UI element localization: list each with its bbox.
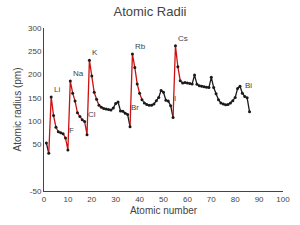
svg-text:100: 100: [28, 117, 42, 126]
svg-text:150: 150: [28, 94, 42, 103]
svg-text:90: 90: [255, 195, 264, 204]
svg-text:30: 30: [111, 195, 120, 204]
svg-text:I: I: [174, 94, 176, 103]
svg-text:50: 50: [32, 140, 41, 149]
svg-text:Atomic Radii: Atomic Radii: [114, 4, 187, 19]
svg-text:F: F: [69, 126, 74, 135]
svg-text:60: 60: [183, 195, 192, 204]
svg-text:Atomic number: Atomic number: [130, 205, 198, 216]
svg-text:300: 300: [28, 24, 42, 33]
svg-text:Cl: Cl: [88, 110, 96, 119]
svg-text:40: 40: [135, 195, 144, 204]
svg-text:20: 20: [87, 195, 96, 204]
svg-text:200: 200: [28, 70, 42, 79]
svg-text:80: 80: [231, 195, 240, 204]
svg-text:Na: Na: [73, 69, 84, 78]
svg-text:-50: -50: [30, 187, 42, 196]
svg-text:K: K: [92, 48, 98, 57]
svg-text:Rb: Rb: [135, 42, 146, 51]
svg-text:Li: Li: [54, 85, 60, 94]
svg-text:250: 250: [28, 47, 42, 56]
svg-text:Bi: Bi: [245, 81, 252, 90]
svg-text:Atomic radius (pm): Atomic radius (pm): [12, 68, 23, 152]
svg-text:0: 0: [42, 195, 47, 204]
svg-text:Cs: Cs: [178, 34, 188, 43]
svg-text:10: 10: [63, 195, 72, 204]
svg-text:100: 100: [276, 195, 290, 204]
svg-text:70: 70: [207, 195, 216, 204]
svg-text:Br: Br: [131, 103, 139, 112]
svg-text:50: 50: [159, 195, 168, 204]
